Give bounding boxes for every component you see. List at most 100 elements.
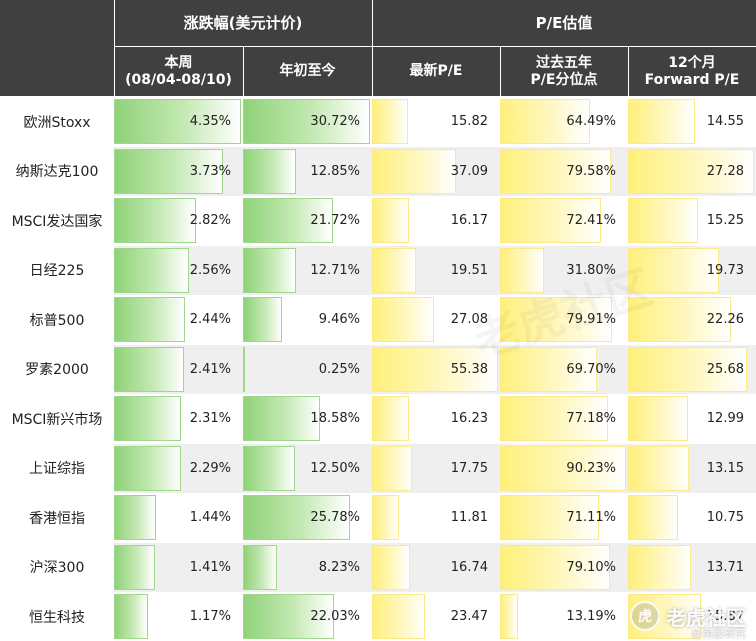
- cell-latest-pe: 17.75: [372, 444, 500, 493]
- header-latest-pe: 最新P/E: [372, 47, 500, 96]
- row-label: 日经225: [0, 245, 114, 295]
- row-label: MSCI发达国家: [0, 196, 114, 245]
- data-bar: [372, 594, 425, 639]
- header-divider: [500, 47, 501, 96]
- table-row: MSCI发达国家 2.82% 21.72% 16.17 72.41% 15.25: [0, 196, 756, 245]
- cell-pe-5y-percentile: 31.80%: [500, 246, 628, 295]
- cell-latest-pe: 23.47: [372, 592, 500, 641]
- cell-value: 55.38: [450, 361, 488, 377]
- cell-value: 1.44%: [189, 510, 231, 525]
- cell-value: 9.46%: [318, 312, 360, 327]
- cell-value: 2.41%: [189, 361, 231, 377]
- data-bar: [243, 297, 282, 342]
- cell-pe-5y-percentile: 77.18%: [500, 394, 628, 443]
- row-label: 沪深300: [0, 542, 114, 592]
- header-divider: [114, 46, 756, 47]
- data-bar: [114, 198, 196, 243]
- table-row: 标普500 2.44% 9.46% 27.08 79.91% 22.26: [0, 295, 756, 344]
- table-row: 沪深300 1.41% 8.23% 16.74 79.10% 13.71: [0, 542, 756, 592]
- header-divider: [243, 47, 244, 96]
- cell-value: 69.70%: [566, 361, 616, 377]
- data-bar: [628, 148, 754, 194]
- data-bar: [628, 396, 688, 441]
- data-bar: [114, 148, 223, 194]
- cell-value: 2.31%: [189, 411, 231, 426]
- data-bar: [114, 247, 189, 293]
- data-bar: [500, 247, 544, 293]
- header-blank-cell: [0, 0, 114, 96]
- cell-value: 16.74: [450, 559, 488, 575]
- cell-value: 31.80%: [566, 262, 616, 278]
- cell-value: 2.82%: [189, 213, 231, 228]
- cell-value: 2.44%: [189, 312, 231, 327]
- cell-value: 90.23%: [566, 460, 616, 476]
- cell-value: 4.35%: [189, 114, 231, 129]
- cell-pe-5y-percentile: 90.23%: [500, 444, 628, 493]
- data-bar: [243, 544, 277, 590]
- cell-latest-pe: 16.74: [372, 543, 500, 592]
- cell-week: 1.44%: [114, 493, 243, 542]
- data-bar: [114, 495, 156, 540]
- cell-value: 71.11%: [566, 510, 616, 525]
- data-bar: [114, 594, 148, 639]
- cell-week: 4.35%: [114, 97, 243, 146]
- cell-latest-pe: 11.81: [372, 493, 500, 542]
- row-label: MSCI新兴市场: [0, 394, 114, 443]
- cell-value: 15.25: [706, 213, 744, 228]
- cell-value: 22.03%: [310, 609, 360, 624]
- cell-week: 2.82%: [114, 196, 243, 245]
- cell-latest-pe: 19.51: [372, 246, 500, 295]
- cell-value: 12.71%: [310, 262, 360, 278]
- cell-week: 3.73%: [114, 147, 243, 196]
- cell-value: 30.72%: [310, 114, 360, 129]
- cell-forward-pe: 10.75: [628, 493, 756, 542]
- table-row: 上证综指 2.29% 12.50% 17.75 90.23% 13.15: [0, 443, 756, 493]
- cell-value: 3.73%: [189, 163, 231, 179]
- cell-ytd: 21.72%: [243, 196, 372, 245]
- cell-value: 13.15: [706, 460, 744, 476]
- data-bar: [500, 396, 608, 441]
- cell-value: 10.75: [706, 510, 744, 525]
- cell-week: 2.56%: [114, 246, 243, 295]
- data-bar: [628, 99, 695, 144]
- cell-value: 64.49%: [566, 114, 616, 129]
- cell-ytd: 12.85%: [243, 147, 372, 196]
- data-bar: [500, 99, 590, 144]
- cell-value: 79.58%: [566, 163, 616, 179]
- cell-value: 22.26: [706, 312, 744, 327]
- cell-value: 72.41%: [566, 213, 616, 228]
- cell-forward-pe: 27.28: [628, 147, 756, 196]
- cell-latest-pe: 27.08: [372, 295, 500, 344]
- cell-forward-pe: 15.25: [628, 196, 756, 245]
- data-bar: [243, 99, 370, 144]
- cell-week: 2.31%: [114, 394, 243, 443]
- row-label: 上证综指: [0, 443, 114, 493]
- cell-pe-5y-percentile: 79.10%: [500, 543, 628, 592]
- cell-value: 15.82: [450, 114, 488, 129]
- cell-forward-pe: 19.73: [628, 246, 756, 295]
- data-bar: [372, 495, 399, 540]
- data-bar: [114, 99, 241, 144]
- cell-latest-pe: 37.09: [372, 147, 500, 196]
- cell-value: 11.81: [450, 510, 488, 525]
- data-bar: [243, 396, 320, 441]
- cell-latest-pe: 16.23: [372, 394, 500, 443]
- cell-latest-pe: 15.82: [372, 97, 500, 146]
- data-bar: [500, 346, 597, 392]
- data-bar: [372, 346, 498, 392]
- data-bar: [372, 198, 409, 243]
- cell-value: 27.08: [450, 312, 488, 327]
- cell-forward-pe: 15.87: [628, 592, 756, 641]
- cell-value: 27.28: [706, 163, 744, 179]
- row-label: 欧洲Stoxx: [0, 97, 114, 146]
- cell-ytd: 12.50%: [243, 444, 372, 493]
- cell-week: 1.17%: [114, 592, 243, 641]
- cell-value: 77.18%: [566, 411, 616, 426]
- cell-pe-5y-percentile: 71.11%: [500, 493, 628, 542]
- cell-forward-pe: 13.15: [628, 444, 756, 493]
- cell-value: 2.56%: [189, 262, 231, 278]
- data-bar: [243, 247, 296, 293]
- cell-ytd: 25.78%: [243, 493, 372, 542]
- data-bar: [114, 544, 155, 590]
